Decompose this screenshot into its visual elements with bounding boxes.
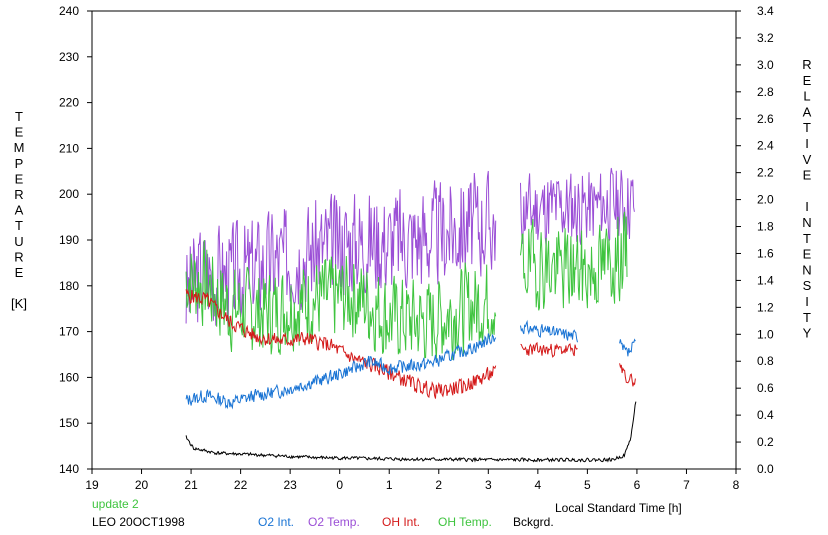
y-right-tick-label: 1.2	[757, 300, 774, 314]
y-left-tick-label: 220	[59, 96, 79, 110]
station-label: LEO 20OCT1998	[92, 515, 185, 529]
x-tick-label: 1	[386, 478, 393, 492]
x-tick-label: 19	[85, 478, 99, 492]
y-right-tick-label: 1.0	[757, 327, 774, 341]
x-tick-label: 5	[584, 478, 591, 492]
y-left-tick-label: 190	[59, 233, 79, 247]
y-right-tick-label: 2.0	[757, 193, 774, 207]
series-layer	[185, 167, 637, 463]
y-right-tick-label: 2.4	[757, 139, 774, 153]
y-right-tick-label: 3.2	[757, 31, 774, 45]
series-line-o2-int	[520, 319, 578, 343]
x-tick-label: 23	[283, 478, 297, 492]
y-right-tick-label: 1.4	[757, 273, 774, 287]
y-right-tick-label: 1.6	[757, 246, 774, 260]
y-left-label-char: T	[15, 218, 23, 233]
y-right-tick-label: 0.6	[757, 381, 774, 395]
y-left-tick-label: 230	[59, 50, 79, 64]
y-ticks-right: 0.0 0.2 0.4 0.6 0.8 1.0 1.2 1.4 1.6 1.8 2.0 2.2 2.4 2…	[736, 4, 774, 476]
y-left-label-char: R	[14, 187, 23, 202]
x-tick-label: 3	[485, 478, 492, 492]
y-right-label-char: I	[805, 199, 809, 214]
y-right-tick-label: 2.8	[757, 85, 774, 99]
y-left-tick-label: 160	[59, 370, 79, 384]
y-right-label-char: T	[803, 231, 811, 246]
y-right-label-char: A	[803, 104, 812, 119]
y-left-label-char: M	[14, 140, 25, 155]
legend-entry: O2 Int.	[258, 515, 294, 529]
series-line-o2-int	[185, 333, 497, 410]
x-tick-label: 0	[336, 478, 343, 492]
y-left-label-char: A	[15, 203, 24, 218]
series-line-oh-int	[520, 341, 578, 358]
status-text: update 2	[92, 497, 139, 511]
y-right-label-char: V	[803, 152, 812, 167]
x-tick-label: 8	[733, 478, 740, 492]
y-left-label-char: [K]	[11, 296, 27, 311]
y-right-label-char: R	[802, 57, 811, 72]
y-left-label-char: T	[15, 109, 23, 124]
y-left-label-char: U	[14, 234, 23, 249]
y-right-label-char: S	[803, 278, 812, 293]
x-tick-label: 7	[683, 478, 690, 492]
y-right-label-char: T	[803, 310, 811, 325]
y-right-label-char: L	[803, 89, 810, 104]
series-line-oh-temp	[185, 239, 497, 361]
y-right-tick-label: 2.2	[757, 166, 774, 180]
x-axis-label: Local Standard Time [h]	[555, 501, 682, 515]
x-tick-label: 2	[435, 478, 442, 492]
legend-entry: O2 Temp.	[308, 515, 360, 529]
series-line-oh-int	[619, 363, 636, 387]
series-line-bckgrd	[185, 401, 637, 463]
y-right-label-char: E	[803, 73, 812, 88]
series-line-oh-temp	[520, 211, 628, 311]
series-line-o2-temp	[520, 167, 635, 247]
y-left-tick-label: 170	[59, 325, 79, 339]
y-right-tick-label: 3.0	[757, 58, 774, 72]
y-left-tick-label: 240	[59, 4, 79, 18]
series-line-o2-int	[619, 338, 636, 357]
y-right-label-char: T	[803, 120, 811, 135]
y-right-tick-label: 0.0	[757, 462, 774, 476]
y-left-label-char: P	[15, 156, 24, 171]
y-left-label-char: E	[15, 171, 24, 186]
y-right-label-char: E	[803, 247, 812, 262]
x-tick-label: 20	[135, 478, 149, 492]
y-right-label-char: Y	[803, 326, 812, 341]
y-left-label-char: R	[14, 249, 23, 264]
series-line-o2-temp	[185, 170, 497, 329]
x-tick-label: 21	[184, 478, 198, 492]
series-line-oh-int	[185, 288, 497, 399]
x-tick-label: 6	[634, 478, 641, 492]
x-ticks: 19 20 21 22 23 0 1 2 3 4 5 6 7 8	[85, 469, 740, 492]
legend-entry: OH Temp.	[438, 515, 492, 529]
x-tick-label: 22	[234, 478, 248, 492]
y-right-label-char: I	[805, 294, 809, 309]
y-left-tick-label: 150	[59, 416, 79, 430]
y-right-label-char: N	[802, 215, 811, 230]
y-left-tick-label: 180	[59, 279, 79, 293]
legend: O2 Int. O2 Temp. OH Int. OH Temp. Bckgrd.	[258, 515, 554, 529]
y-ticks-left: 140 150 160 170 180 190 200 210 220 230 240	[59, 4, 92, 476]
y-right-label-char: E	[803, 168, 812, 183]
y-left-tick-label: 200	[59, 187, 79, 201]
y-left-label-char: E	[15, 265, 24, 280]
y-right-tick-label: 1.8	[757, 220, 774, 234]
legend-entry: Bckgrd.	[513, 515, 554, 529]
y-right-tick-label: 3.4	[757, 4, 774, 18]
y-right-label-char: N	[802, 262, 811, 277]
y-right-tick-label: 0.8	[757, 354, 774, 368]
y-left-tick-label: 140	[59, 462, 79, 476]
legend-entry: OH Int.	[382, 515, 420, 529]
y-left-label-char: E	[15, 125, 24, 140]
y-right-tick-label: 0.2	[757, 435, 774, 449]
x-tick-label: 4	[535, 478, 542, 492]
y-right-tick-label: 2.6	[757, 112, 774, 126]
y-right-tick-label: 0.4	[757, 408, 774, 422]
y-right-label-char: I	[805, 136, 809, 151]
y-left-tick-label: 210	[59, 141, 79, 155]
